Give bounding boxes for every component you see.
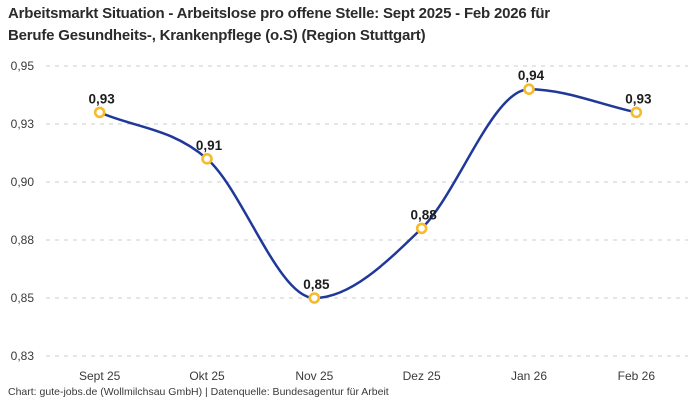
data-point-marker bbox=[201, 153, 213, 165]
x-axis-labels: Sept 25 Okt 25 Nov 25 Dez 25 Jan 26 Feb 26 bbox=[79, 369, 655, 383]
y-tick-label: 0,85 bbox=[11, 291, 35, 305]
data-point-label: 0,94 bbox=[518, 68, 545, 83]
data-point-marker bbox=[630, 106, 643, 119]
y-tick-label: 0,95 bbox=[11, 59, 35, 73]
data-point-marker bbox=[415, 222, 428, 235]
data-point-marker bbox=[523, 83, 535, 95]
data-points bbox=[93, 83, 643, 304]
chart-footer: Chart: gute-jobs.de (Wollmilchsau GmbH) … bbox=[8, 386, 389, 398]
data-point-label: 0,91 bbox=[196, 138, 223, 153]
data-point-labels: 0,93 0,91 0,85 0,88 0,94 0,93 bbox=[89, 68, 652, 292]
y-axis-labels: 0,95 0,93 0,90 0,88 0,85 0,83 bbox=[11, 59, 35, 363]
data-point-label: 0,85 bbox=[303, 277, 330, 292]
data-point-label: 0,88 bbox=[411, 207, 438, 222]
x-tick-label: Nov 25 bbox=[295, 369, 333, 383]
series-line bbox=[98, 87, 638, 300]
y-tick-label: 0,93 bbox=[11, 117, 35, 131]
data-point-marker bbox=[308, 292, 321, 304]
x-tick-label: Feb 26 bbox=[618, 369, 656, 383]
x-tick-label: Sept 25 bbox=[79, 369, 121, 383]
y-tick-label: 0,83 bbox=[11, 349, 35, 363]
x-tick-label: Okt 25 bbox=[189, 369, 225, 383]
y-tick-label: 0,88 bbox=[11, 233, 35, 247]
y-tick-label: 0,90 bbox=[11, 175, 35, 189]
chart-title-line2: Berufe Gesundheits-, Krankenpflege (o.S)… bbox=[8, 27, 426, 44]
x-tick-label: Jan 26 bbox=[511, 369, 547, 383]
data-point-label: 0,93 bbox=[625, 91, 652, 106]
data-point-label: 0,93 bbox=[89, 91, 116, 106]
chart-title: Arbeitsmarkt Situation - Arbeitslose pro… bbox=[8, 3, 550, 47]
gridlines bbox=[46, 65, 688, 357]
x-tick-label: Dez 25 bbox=[403, 369, 441, 383]
data-point-marker bbox=[93, 106, 106, 119]
chart-title-line1: Arbeitsmarkt Situation - Arbeitslose pro… bbox=[8, 5, 550, 22]
